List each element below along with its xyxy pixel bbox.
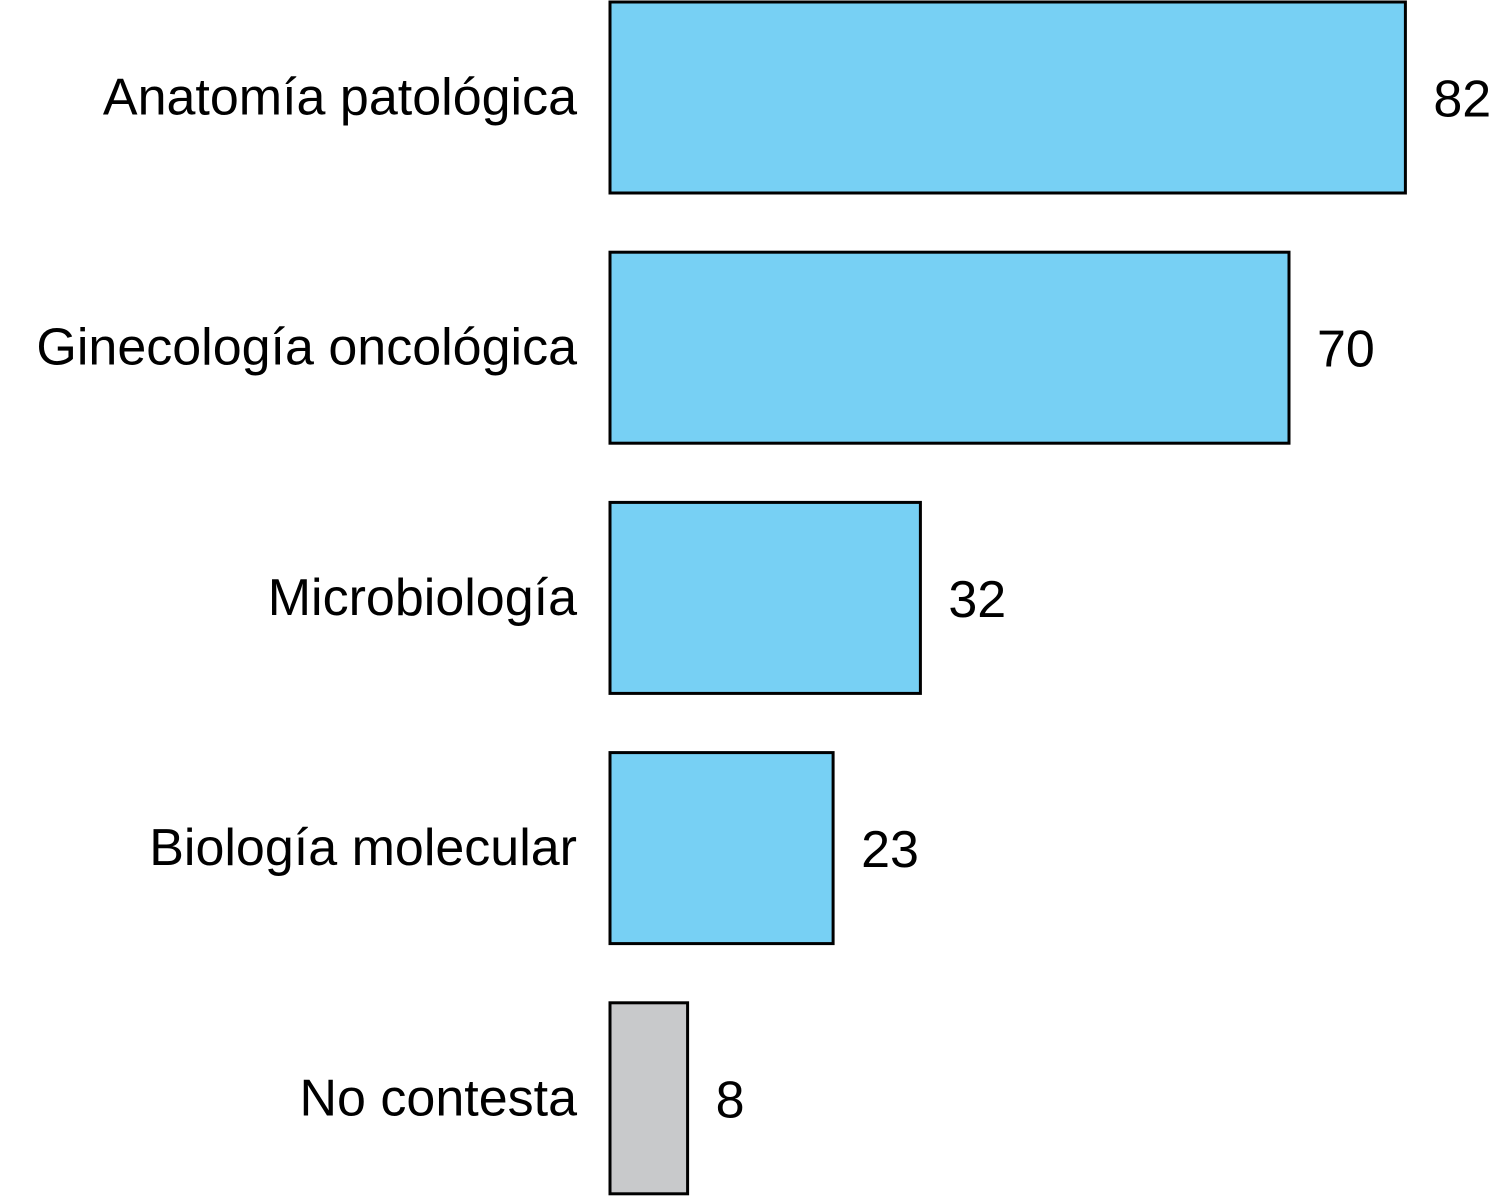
value-label-anatomia-patologica: 82 (1433, 71, 1491, 129)
bar-biologia-molecular (608, 751, 835, 946)
value-label-no-contesta: 8 (716, 1071, 745, 1129)
category-label-anatomia-patologica: Anatomía patológica (103, 69, 577, 127)
category-label-microbiologia: Microbiología (268, 569, 577, 627)
bar-microbiologia (608, 500, 922, 695)
category-label-no-contesta: No contesta (300, 1069, 578, 1127)
value-label-ginecologia-oncologica: 70 (1317, 321, 1375, 379)
category-label-biologia-molecular: Biología molecular (149, 819, 577, 877)
category-label-ginecologia-oncologica: Ginecología oncológica (36, 319, 577, 377)
value-labels: 82 70 32 23 8 (716, 71, 1492, 1130)
bar-no-contesta (608, 1001, 690, 1196)
bar-ginecologia-oncologica (608, 250, 1291, 445)
value-label-microbiologia: 32 (948, 571, 1006, 629)
bar-anatomia-patologica (608, 0, 1407, 195)
value-label-biologia-molecular: 23 (861, 821, 919, 879)
category-labels: Anatomía patológica Ginecología oncológic… (36, 69, 577, 1128)
bars (608, 0, 1407, 1196)
